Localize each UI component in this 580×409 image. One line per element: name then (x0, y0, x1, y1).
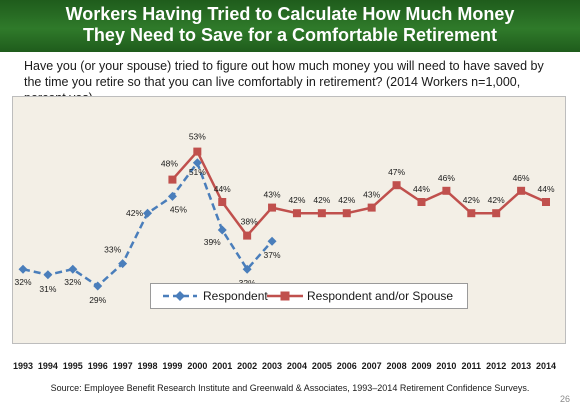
data-label-spouse-2011: 42% (463, 195, 480, 205)
x-tick-label-2009: 2009 (411, 361, 431, 371)
page-title-line-1: Workers Having Tried to Calculate How Mu… (65, 4, 515, 24)
data-label-spouse-2008: 47% (388, 167, 405, 177)
legend-square-icon (280, 291, 290, 301)
data-label-respondent-1999: 45% (170, 204, 187, 214)
data-label-respondent-1997: 33% (104, 245, 121, 255)
data-point-spouse-2009 (417, 198, 426, 206)
data-label-respondent-1993: 32% (14, 277, 31, 287)
x-tick-label-2005: 2005 (312, 361, 332, 371)
x-tick-label-2013: 2013 (511, 361, 531, 371)
data-label-spouse-2013: 46% (513, 173, 530, 183)
data-point-respondent-1998 (143, 208, 153, 218)
data-label-spouse-2004: 42% (288, 195, 305, 205)
data-point-respondent-1997 (118, 259, 128, 269)
data-label-spouse-2012: 42% (488, 195, 505, 205)
data-point-respondent-2001 (217, 225, 227, 235)
x-tick-label-1999: 1999 (162, 361, 182, 371)
data-label-spouse-2006: 42% (338, 195, 355, 205)
data-point-spouse-2013 (517, 186, 526, 195)
data-point-spouse-2008 (392, 181, 401, 190)
x-tick-label-1993: 1993 (13, 361, 33, 371)
data-point-spouse-2000 (193, 147, 202, 156)
data-point-spouse-2012 (492, 209, 501, 218)
data-point-spouse-1999 (168, 175, 177, 184)
source-note: Source: Employee Benefit Research Instit… (50, 383, 530, 393)
data-label-respondent-1996: 29% (89, 295, 106, 305)
x-tick-label-2000: 2000 (187, 361, 207, 371)
legend-swatches (163, 291, 303, 301)
data-label-spouse-2002: 38% (241, 217, 258, 227)
data-point-respondent-2002 (242, 264, 252, 274)
page-number: 26 (559, 394, 570, 404)
data-label-spouse-1999: 48% (161, 159, 178, 169)
data-point-spouse-2003 (268, 203, 277, 212)
data-label-spouse-2010: 46% (438, 173, 455, 183)
data-point-respondent-1996 (93, 281, 103, 291)
data-label-spouse-2007: 43% (363, 190, 380, 200)
x-tick-label-2004: 2004 (287, 361, 307, 371)
data-point-spouse-2002 (243, 231, 252, 240)
x-tick-label-1997: 1997 (113, 361, 133, 371)
data-label-respondent-1998: 42% (126, 208, 143, 218)
x-tick-label-2011: 2011 (462, 361, 482, 371)
series-line-respondent (22, 161, 273, 288)
data-point-respondent-1999 (167, 191, 177, 201)
data-point-spouse-2001 (218, 198, 227, 206)
data-point-respondent-1995 (68, 264, 78, 274)
x-tick-label-1996: 1996 (88, 361, 108, 371)
data-point-respondent-1994 (43, 270, 53, 280)
page-title-line-2: They Need to Save for a Comfortable Reti… (82, 25, 498, 45)
title-bar: Workers Having Tried to Calculate How Mu… (0, 0, 580, 52)
data-point-respondent-2003 (267, 236, 277, 246)
x-tick-label-1994: 1994 (38, 361, 58, 371)
data-point-spouse-2006 (342, 209, 351, 218)
legend-label-respondent: Respondent (203, 289, 268, 303)
data-point-spouse-2010 (442, 186, 451, 195)
x-tick-label-2006: 2006 (337, 361, 357, 371)
x-tick-label-1998: 1998 (138, 361, 158, 371)
x-tick-label-1995: 1995 (63, 361, 83, 371)
data-point-spouse-2004 (292, 209, 301, 218)
data-point-respondent-1993 (18, 264, 28, 274)
data-point-spouse-2005 (317, 209, 326, 218)
data-label-spouse-2001: 44% (214, 184, 231, 194)
x-tick-label-2007: 2007 (362, 361, 382, 371)
data-label-spouse-2009: 44% (413, 184, 430, 194)
x-tick-label-2014: 2014 (536, 361, 556, 371)
x-tick-label-2010: 2010 (436, 361, 456, 371)
data-label-spouse-2005: 42% (313, 195, 330, 205)
data-point-spouse-2007 (367, 203, 376, 212)
x-tick-label-2002: 2002 (237, 361, 257, 371)
data-label-spouse-2014: 44% (537, 184, 554, 194)
data-label-respondent-2003: 37% (264, 250, 281, 260)
x-tick-label-2003: 2003 (262, 361, 282, 371)
data-label-respondent-2000: 51% (189, 167, 206, 177)
x-tick-label-2001: 2001 (212, 361, 232, 371)
x-tick-label-2008: 2008 (387, 361, 407, 371)
data-label-respondent-1994: 31% (39, 284, 56, 294)
data-label-respondent-2001: 39% (204, 237, 221, 247)
legend-label-spouse: Respondent and/or Spouse (307, 289, 454, 303)
series-line-respondent-and-spouse (171, 150, 547, 237)
data-point-spouse-2014 (542, 198, 550, 206)
x-tick-label-2012: 2012 (486, 361, 506, 371)
data-label-respondent-1995: 32% (64, 277, 81, 287)
data-point-respondent-2000 (192, 158, 202, 168)
data-point-spouse-2011 (467, 209, 476, 218)
legend-diamond-icon (175, 291, 185, 301)
data-label-spouse-2000: 53% (189, 132, 206, 142)
data-label-spouse-2003: 43% (264, 190, 281, 200)
chart-legend: Respondent Respondent and/or Spouse (150, 283, 468, 309)
